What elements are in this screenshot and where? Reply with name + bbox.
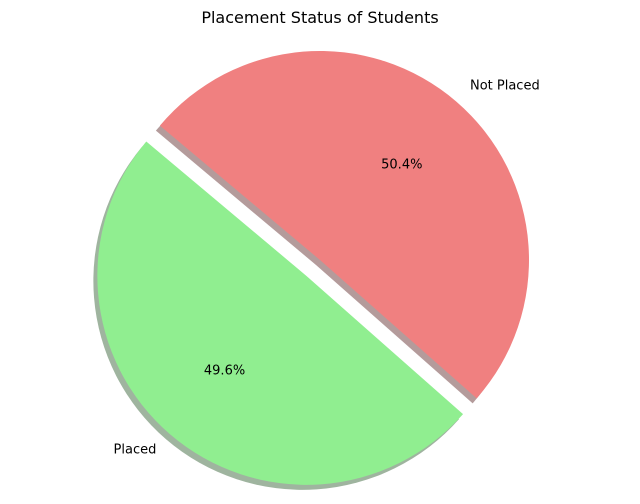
pie-slice-placed <box>97 141 464 485</box>
pie-slice-not-placed <box>159 50 530 399</box>
slice-layer <box>97 50 530 485</box>
label-layer: 49.6% Placed 50.4% Not Placed <box>114 78 540 457</box>
pct-label-not-placed: 50.4% <box>381 157 422 172</box>
slice-label-placed: Placed <box>114 443 157 458</box>
pct-label-placed: 49.6% <box>204 363 245 378</box>
slice-label-not-placed: Not Placed <box>470 78 540 93</box>
chart-title: Placement Status of Students <box>201 8 439 27</box>
